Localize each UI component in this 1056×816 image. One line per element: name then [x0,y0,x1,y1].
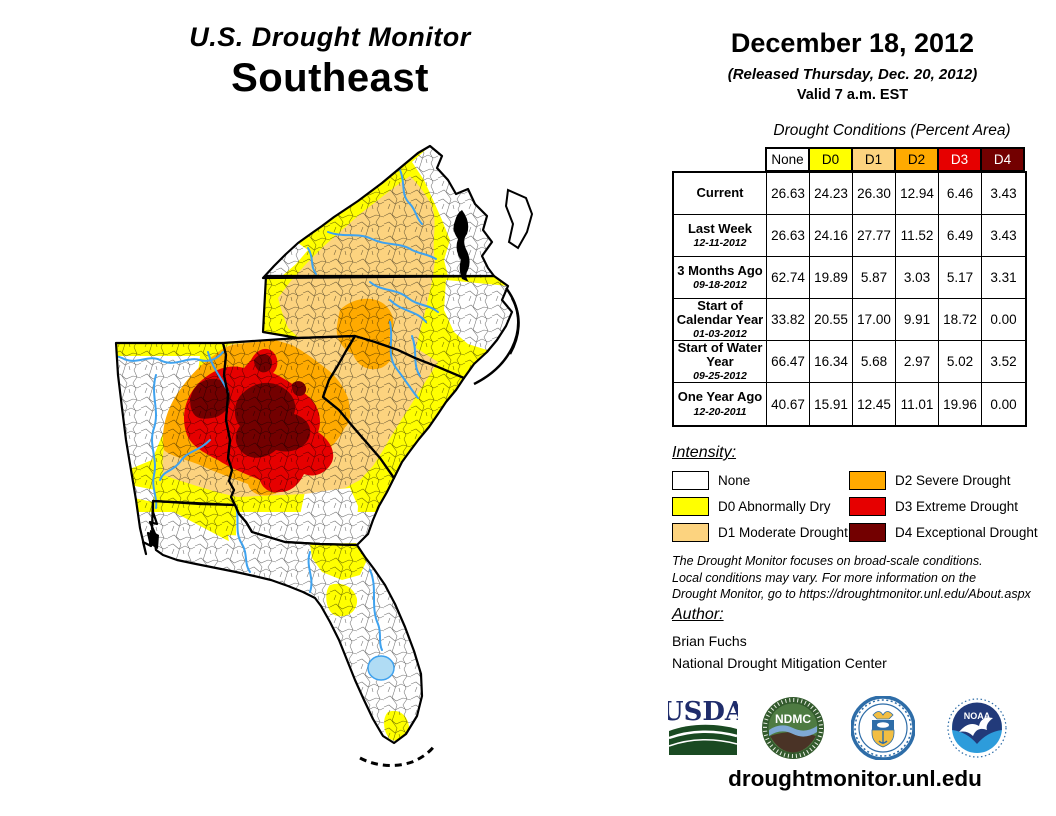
report-title-block: U.S. Drought Monitor Southeast [30,22,630,101]
table-cell: 15.91 [810,383,853,425]
table-cell: 5.02 [939,341,982,383]
intensity-legend: None D0 Abnormally Dry D1 Moderate Droug… [672,467,1056,545]
column-header-d0: D0 [808,147,853,172]
legend-item-d0: D0 Abnormally Dry [672,493,849,519]
drought-map [114,144,534,767]
row-label: Last Week 12-11-2012 [674,215,767,257]
table-cell: 11.52 [896,215,939,257]
ndmc-logo: NDMC [762,697,824,759]
table-cell: 6.46 [939,173,982,215]
legend-item-d2: D2 Severe Drought [849,467,1056,493]
report-date: December 18, 2012 [730,28,975,58]
region-title: Southeast [231,56,429,100]
table-cell: 26.63 [767,215,810,257]
disclaimer-text: The Drought Monitor focuses on broad-sca… [672,554,1031,601]
usda-logo-text: USDA [668,697,738,727]
table-cell: 3.31 [982,257,1025,299]
column-header-d3: D3 [937,147,982,172]
chesapeake-bay [149,210,470,549]
noaa-logo-text: NOAA [964,711,991,721]
author-block: Author: Brian Fuchs National Drought Mit… [672,606,887,671]
row-label: One Year Ago 12-20-2011 [674,383,767,425]
lake-okeechobee [367,655,395,681]
table-cell: 0.00 [990,396,1017,412]
legend-item-d4: D4 Exceptional Drought [849,519,1056,545]
table-cell: 17.00 [853,299,896,341]
date-block: December 18, 2012 (Released Thursday, De… [665,28,1040,103]
row-label: Start of Water Year 09-25-2012 [674,340,767,383]
table-cell: 26.30 [853,173,896,215]
table-cell: 66.47 [767,341,810,383]
swatch-none [672,470,709,490]
table-cell: 3.43 [982,173,1025,215]
table-cell: 24.23 [810,173,853,215]
author-organization: National Drought Mitigation Center [672,655,887,671]
table-cell: 19.96 [939,383,982,425]
table-cell: 5.17 [939,257,982,299]
valid-time: Valid 7 a.m. EST [796,87,909,103]
drought-conditions-table: Current 26.63 24.23 26.30 12.94 6.46 3.4… [672,171,1027,427]
table-cell: 0.00 [982,299,1025,341]
released-date: (Released Thursday, Dec. 20, 2012) [727,66,978,83]
table-cell: 24.16 [810,215,853,257]
author-heading: Author: [672,606,724,623]
ndmc-logo-text: NDMC [775,712,811,726]
table-cell: 11.01 [896,383,939,425]
table-cell: 5.68 [853,341,896,383]
table-cell: 20.55 [810,299,853,341]
table-cell: 3.03 [896,257,939,299]
table-cell: 33.82 [767,299,810,341]
noaa-logo: NOAA [946,697,1008,759]
table-cell: 3.43 [982,215,1025,257]
swatch-d3 [849,496,886,516]
outer-banks [473,287,520,386]
table-cell: 2.97 [896,341,939,383]
county-boundaries-texture [116,146,512,743]
column-header-none: None [765,147,810,172]
author-name: Brian Fuchs [672,633,747,649]
legend-title: Intensity: [672,444,737,461]
table-cell: 19.89 [810,257,853,299]
table-cell: 12.45 [853,383,896,425]
table-cell: 27.77 [853,215,896,257]
swatch-d4 [849,522,886,542]
website-url: droughtmonitor.unl.edu [728,766,982,791]
column-header-d2: D2 [894,147,939,172]
table-cell: 62.74 [767,257,810,299]
swatch-d1 [672,522,709,542]
row-label: Current [674,173,767,215]
table-cell: 12.94 [896,173,939,215]
usda-logo: USDA [668,697,738,755]
table-cell: 6.49 [939,215,982,257]
legend-item-none: None [672,467,849,493]
table-cell: 5.87 [853,257,896,299]
swatch-d2 [849,470,886,490]
table-cell: 3.52 [982,341,1025,383]
table-title: Drought Conditions (Percent Area) [773,122,1011,139]
table-cell: 26.63 [767,173,810,215]
table-cell: 40.67 [767,383,810,425]
table-cell: 9.91 [896,299,939,341]
swatch-d0 [672,496,709,516]
florida-keys [359,744,437,767]
row-label: 3 Months Ago 09-18-2012 [674,257,767,299]
delmarva-peninsula [504,188,534,250]
table-cell: 18.72 [939,299,982,341]
column-header-d1: D1 [851,147,896,172]
row-label: Start of Calendar Year 01-03-2012 [674,298,767,341]
table-header-row: None D0 D1 D2 D3 D4 [765,147,1025,172]
legend-item-d1: D1 Moderate Drought [672,519,849,545]
table-cell: 16.34 [810,341,853,383]
column-header-d4: D4 [980,147,1025,172]
legend-item-d3: D3 Extreme Drought [849,493,1056,519]
commerce-seal-logo [851,696,915,760]
report-title: U.S. Drought Monitor [189,22,471,52]
